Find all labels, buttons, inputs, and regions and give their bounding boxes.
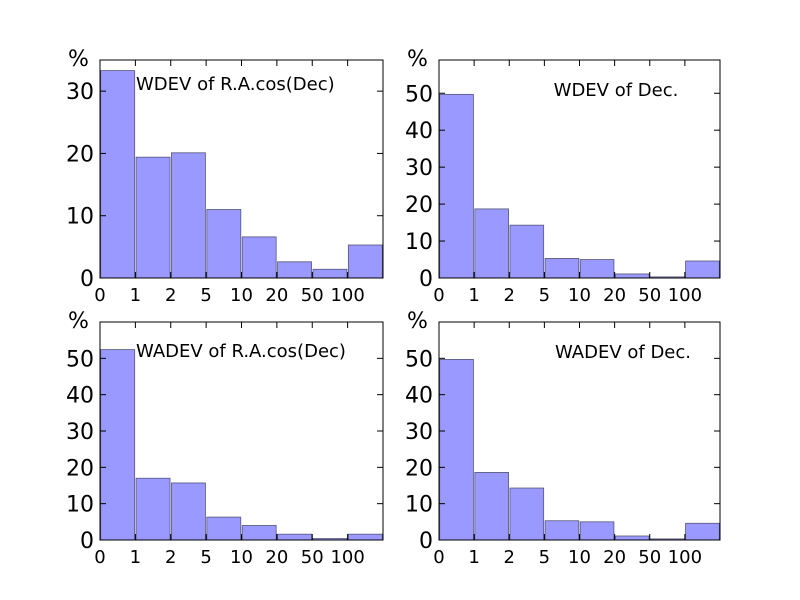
y-tick-label: 50 <box>66 347 94 372</box>
chart-panel-wadev-dec: 0 10 20 30 40 50 0 1 2 5 10 20 50 100% WADEV of Dec. <box>405 309 721 568</box>
x-tick-label: 5 <box>200 285 211 306</box>
x-tick-label: 5 <box>200 547 211 568</box>
bar-1-2 <box>474 208 509 279</box>
bar-2-5 <box>509 487 545 541</box>
x-tick-label: 20 <box>603 547 626 568</box>
x-tick-label: 5 <box>539 285 550 306</box>
chart-title-wadev-dec: WADEV of Dec. <box>555 342 691 363</box>
y-tick-label: 0 <box>80 267 94 292</box>
x-tick-label: 5 <box>539 547 550 568</box>
y-tick-label: 50 <box>405 347 433 372</box>
x-tick-label: 100 <box>668 285 702 306</box>
y-tick-label: 40 <box>405 384 433 409</box>
x-tick-label: 20 <box>265 547 288 568</box>
bar->100 <box>347 244 383 279</box>
bar-0-1 <box>100 349 136 541</box>
bar-2-5 <box>171 152 206 279</box>
x-tick-label: 2 <box>165 547 176 568</box>
bar-5-10 <box>544 258 580 279</box>
bar-5-10 <box>206 209 242 279</box>
y-tick-label: 10 <box>66 205 94 230</box>
chart-panel-wdev-ra: 0 10 20 30 0 1 2 5 10 20 50 100% WDEV of R.A.cos(Dec… <box>66 47 384 306</box>
bar-10-20 <box>241 236 277 279</box>
x-tick-label: 10 <box>568 547 591 568</box>
bar-5-10 <box>544 520 580 541</box>
y-tick-label: 0 <box>419 529 433 554</box>
x-tick-label: 2 <box>504 285 515 306</box>
x-tick-label: 100 <box>330 285 364 306</box>
y-tick-label: 50 <box>405 82 433 107</box>
y-tick-label: 30 <box>66 420 94 445</box>
x-tick-label: 20 <box>603 285 626 306</box>
bar-1-2 <box>135 477 171 541</box>
y-unit-label: % <box>68 309 89 334</box>
x-tick-label: 50 <box>301 285 324 306</box>
y-tick-label: 40 <box>66 384 94 409</box>
x-tick-label: 20 <box>265 285 288 306</box>
x-tick-label: 2 <box>504 547 515 568</box>
x-tick-label: 0 <box>433 547 444 568</box>
bar->100 <box>685 260 720 279</box>
y-tick-label: 10 <box>405 493 433 518</box>
y-tick-label: 0 <box>80 529 94 554</box>
x-tick-label: 1 <box>468 285 479 306</box>
y-tick-label: 30 <box>405 420 433 445</box>
y-tick-label: 30 <box>66 80 94 105</box>
x-tick-label: 1 <box>130 285 141 306</box>
x-tick-label: 10 <box>230 547 253 568</box>
chart-title-wdev-ra: WDEV of R.A.cos(Dec) <box>136 74 335 95</box>
x-tick-label: 100 <box>330 547 364 568</box>
y-tick-label: 40 <box>405 119 433 144</box>
y-tick-label: 20 <box>405 456 433 481</box>
chart-panel-wadev-ra: 0 10 20 30 40 50 0 1 2 5 10 20 50 100% WADEV of R.A.co… <box>66 309 384 568</box>
bar-20-50 <box>277 533 312 541</box>
bar->100 <box>685 522 720 541</box>
bar-20-50 <box>277 261 312 279</box>
x-tick-label: 1 <box>130 547 141 568</box>
bar-0-1 <box>439 359 474 541</box>
bar-10-20 <box>579 259 615 279</box>
bar-5-10 <box>206 516 242 541</box>
bar-0-1 <box>439 93 474 279</box>
y-tick-label: 20 <box>66 456 94 481</box>
bar-0-1 <box>100 70 136 279</box>
x-tick-label: 2 <box>165 285 176 306</box>
bar-2-5 <box>171 482 206 541</box>
x-tick-label: 50 <box>638 547 661 568</box>
y-unit-label: % <box>68 47 89 72</box>
bar-10-20 <box>241 525 277 541</box>
chart-title-wadev-ra: WADEV of R.A.cos(Dec) <box>136 341 346 362</box>
chart-panel-wdev-dec: 0 10 20 30 40 50 0 1 2 5 10 20 50 100% WDEV of Dec. <box>405 47 721 306</box>
bar-1-2 <box>474 472 509 541</box>
bar-10-20 <box>579 521 615 541</box>
x-tick-label: 0 <box>433 285 444 306</box>
x-tick-label: 50 <box>301 547 324 568</box>
chart-title-wdev-dec: WDEV of Dec. <box>554 80 679 101</box>
x-tick-label: 10 <box>568 285 591 306</box>
y-tick-label: 0 <box>419 267 433 292</box>
bar-20-50 <box>614 273 650 279</box>
bar-50-100 <box>312 268 348 279</box>
x-tick-label: 1 <box>468 547 479 568</box>
y-tick-label: 10 <box>405 230 433 255</box>
x-tick-label: 10 <box>230 285 253 306</box>
x-tick-label: 50 <box>638 285 661 306</box>
y-unit-label: % <box>407 309 428 334</box>
x-tick-label: 0 <box>94 547 105 568</box>
x-tick-label: 0 <box>94 285 105 306</box>
bar->100 <box>347 533 383 541</box>
y-unit-label: % <box>407 47 428 72</box>
x-tick-label: 100 <box>668 547 702 568</box>
y-tick-label: 30 <box>405 156 433 181</box>
y-tick-label: 20 <box>66 142 94 167</box>
bar-2-5 <box>509 224 545 279</box>
bar-1-2 <box>135 156 171 279</box>
y-tick-label: 10 <box>66 493 94 518</box>
y-tick-label: 20 <box>405 193 433 218</box>
bar-20-50 <box>614 535 650 541</box>
